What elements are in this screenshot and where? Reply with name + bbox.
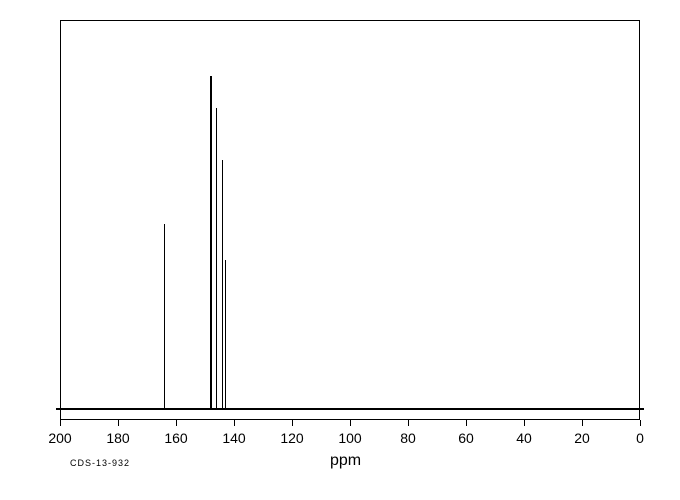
x-tick — [640, 420, 641, 426]
peak — [164, 224, 166, 408]
x-tick-label: 180 — [106, 430, 129, 446]
x-tick-label: 200 — [48, 430, 71, 446]
footer-label: CDS-13-932 — [70, 458, 130, 468]
peak — [210, 76, 212, 408]
x-tick-label: 100 — [338, 430, 361, 446]
x-axis-label: ppm — [330, 452, 361, 470]
x-tick — [60, 420, 61, 426]
peak — [225, 260, 227, 408]
x-tick-label: 120 — [280, 430, 303, 446]
x-tick — [176, 420, 177, 426]
x-tick-label: 160 — [164, 430, 187, 446]
peak — [222, 160, 224, 408]
x-tick — [118, 420, 119, 426]
x-tick-label: 0 — [636, 430, 644, 446]
x-tick — [234, 420, 235, 426]
x-tick-label: 20 — [574, 430, 590, 446]
x-tick-label: 60 — [458, 430, 474, 446]
x-tick — [408, 420, 409, 426]
baseline — [56, 408, 644, 410]
x-tick-label: 80 — [400, 430, 416, 446]
x-tick-label: 140 — [222, 430, 245, 446]
x-tick — [292, 420, 293, 426]
x-tick — [466, 420, 467, 426]
plot-area — [60, 20, 640, 420]
x-tick — [582, 420, 583, 426]
x-tick — [524, 420, 525, 426]
x-tick — [350, 420, 351, 426]
peak — [216, 108, 218, 408]
x-tick-label: 40 — [516, 430, 532, 446]
